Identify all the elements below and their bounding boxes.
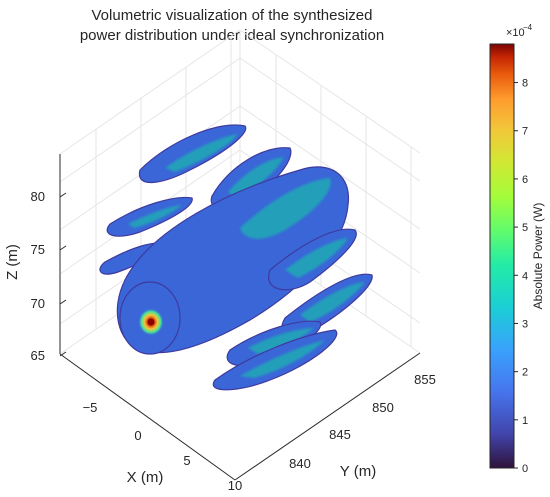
y-tick-label: 840 — [289, 456, 311, 471]
scatter-volume — [99, 124, 373, 391]
shell-band-left-hot — [128, 205, 182, 228]
y-axis-label: Y (m) — [340, 463, 376, 480]
z-tick-label: 70 — [31, 296, 45, 311]
colorbar-tick-label: 2 — [522, 367, 528, 379]
x-tick-label: 5 — [183, 453, 190, 468]
z-tick-label: 75 — [31, 242, 45, 257]
colorbar-ticks: 0 1 2 3 4 5 6 7 8 — [514, 78, 528, 475]
z-tick-label: 65 — [31, 348, 45, 363]
shell-band-right-mid-hot — [300, 282, 365, 322]
colorbar-tick-label: 1 — [522, 415, 528, 427]
x-tick-label: 0 — [134, 428, 141, 443]
colorbar-tick-label: 4 — [522, 270, 528, 282]
power-peak — [147, 318, 155, 326]
shell-band-top-mid-hot — [228, 157, 284, 198]
x-tick-label: 10 — [228, 478, 242, 493]
colorbar-exponent-power: −4 — [523, 23, 533, 32]
colorbar-label: Absolute Power (W) — [531, 203, 545, 310]
colorbar-tick-label: 7 — [522, 126, 528, 138]
chart-title-line-1: Volumetric visualization of the synthesi… — [92, 7, 373, 24]
shell-band-bottom-hot — [240, 340, 325, 378]
colorbar-exponent-base: ×10 — [506, 27, 525, 39]
axes-box — [59, 154, 421, 481]
shell-band-right-upper-hot — [285, 238, 348, 278]
shell-band-bottom-mid-hot — [248, 328, 314, 354]
x-tick-label: −5 — [83, 400, 98, 415]
colorbar-tick-label: 8 — [522, 78, 528, 90]
shell-band-top-left-hot — [165, 134, 238, 172]
axis-ticks: 65 70 75 80 −5 0 5 10 840 845 850 855 — [31, 189, 436, 493]
colorbar-tick-label: 3 — [522, 318, 528, 330]
colorbar-tick-label: 0 — [522, 463, 528, 475]
colorbar-tick-label: 5 — [522, 222, 528, 234]
central-cylinder-hot — [240, 178, 331, 239]
colorbar-tick-label: 6 — [522, 174, 528, 186]
y-tick-label: 850 — [372, 400, 394, 415]
colorbar: 0 1 2 3 4 5 6 7 8 ×10 −4 Absolute Power (W) — [489, 23, 545, 475]
z-tick-label: 80 — [31, 189, 45, 204]
x-axis-label: X (m) — [127, 469, 164, 486]
colorbar-gradient — [489, 43, 515, 469]
z-axis-label: Z (m) — [4, 244, 21, 280]
y-tick-label: 845 — [329, 427, 351, 442]
y-tick-label: 855 — [414, 372, 436, 387]
